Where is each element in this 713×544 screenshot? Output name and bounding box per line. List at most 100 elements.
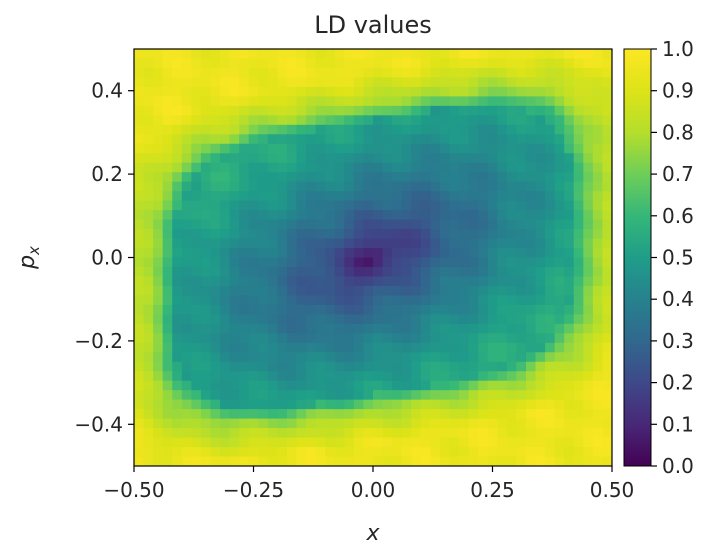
heatmap-cell [430,285,441,297]
heatmap-cell [344,77,355,88]
heatmap-cell [258,323,269,334]
heatmap-cell [344,191,355,202]
heatmap-cell [468,456,479,466]
heatmap-cell [392,371,403,382]
heatmap-cell [478,361,489,372]
heatmap-cell [162,285,173,297]
heatmap-cell [411,181,422,192]
heatmap-cell [325,257,336,268]
heatmap-cell [306,77,317,88]
heatmap-cell [267,105,278,116]
heatmap-cell [153,285,164,297]
heatmap-cell [344,49,355,60]
heatmap-cell [239,257,250,268]
heatmap-cell [363,314,374,325]
heatmap-cell [200,323,212,334]
heatmap-cell [439,143,451,154]
heatmap-cell [153,200,164,211]
heatmap-cell [468,447,479,458]
heatmap-cell [554,238,565,249]
heatmap-cell [583,219,594,230]
heatmap-cell [449,418,460,429]
heatmap-cell [134,238,145,249]
heatmap-cell [545,238,556,249]
heatmap-cell [573,124,584,135]
heatmap-cell [191,437,202,448]
heatmap-cell [525,134,537,145]
heatmap-cell [392,181,403,192]
heatmap-cell [134,418,145,429]
heatmap-cell [459,409,470,420]
heatmap-cell [296,96,307,107]
heatmap-cell [334,352,345,363]
heatmap-cell [134,153,145,164]
heatmap-cell [239,323,250,334]
heatmap-cell [353,181,365,192]
heatmap-cell [153,295,164,306]
heatmap-cell [191,162,202,173]
heatmap-cell [334,399,345,410]
heatmap-cell [306,276,317,287]
heatmap-cell [143,399,154,410]
colorbar-tick-label: 0.9 [662,79,694,103]
heatmap-cell [220,371,231,382]
heatmap-cell [353,380,365,391]
heatmap-cell [296,266,307,278]
heatmap-cell [153,428,164,439]
heatmap-cell [229,447,240,458]
heatmap-cell [411,342,422,353]
heatmap-cell [153,342,164,353]
heatmap-cell [162,371,173,382]
heatmap-cell [334,162,345,173]
heatmap-cell [373,248,384,259]
heatmap-cell [315,229,326,240]
heatmap-cell [229,200,240,211]
heatmap-cell [545,124,556,135]
heatmap-cell [181,266,192,278]
heatmap-cell [459,67,470,79]
heatmap-cell [468,295,479,306]
heatmap-cell [248,456,259,466]
heatmap-cell [306,200,317,211]
heatmap-cell [535,437,546,448]
heatmap-cell [554,361,565,372]
heatmap-cell [497,153,508,164]
heatmap-cell [573,399,584,410]
heatmap-cell [506,295,517,306]
heatmap-cell [449,172,460,183]
heatmap-cell [191,390,202,401]
heatmap-cell [363,257,374,268]
heatmap-cell [353,134,365,145]
heatmap-cell [296,314,307,325]
heatmap-cell [602,361,612,372]
heatmap-cell [363,143,374,154]
heatmap-cell [200,238,212,249]
heatmap-cell [373,210,384,221]
heatmap-cell [248,248,259,259]
heatmap-cell [382,333,393,344]
heatmap-cell [506,428,517,439]
heatmap-cell [200,162,212,173]
heatmap-cell [439,181,451,192]
heatmap-cell [153,447,164,458]
heatmap-cell [315,352,326,363]
heatmap-cell [564,352,575,363]
heatmap-cell [344,86,355,97]
heatmap-cell [564,428,575,439]
heatmap-cell [487,200,498,211]
heatmap-cell [439,257,451,268]
heatmap-cell [602,172,612,183]
heatmap-cell [258,361,269,372]
heatmap-cell [411,428,422,439]
heatmap-cell [478,304,489,315]
heatmap-cell [592,238,604,249]
heatmap-cell [468,86,479,97]
heatmap-cell [420,134,431,145]
heatmap-cell [392,58,403,69]
heatmap-cell [296,134,307,145]
heatmap-cell [401,210,412,221]
heatmap-cell [191,447,202,458]
heatmap-cell [592,229,604,240]
heatmap-cell [315,257,326,268]
heatmap-cell [592,86,604,97]
